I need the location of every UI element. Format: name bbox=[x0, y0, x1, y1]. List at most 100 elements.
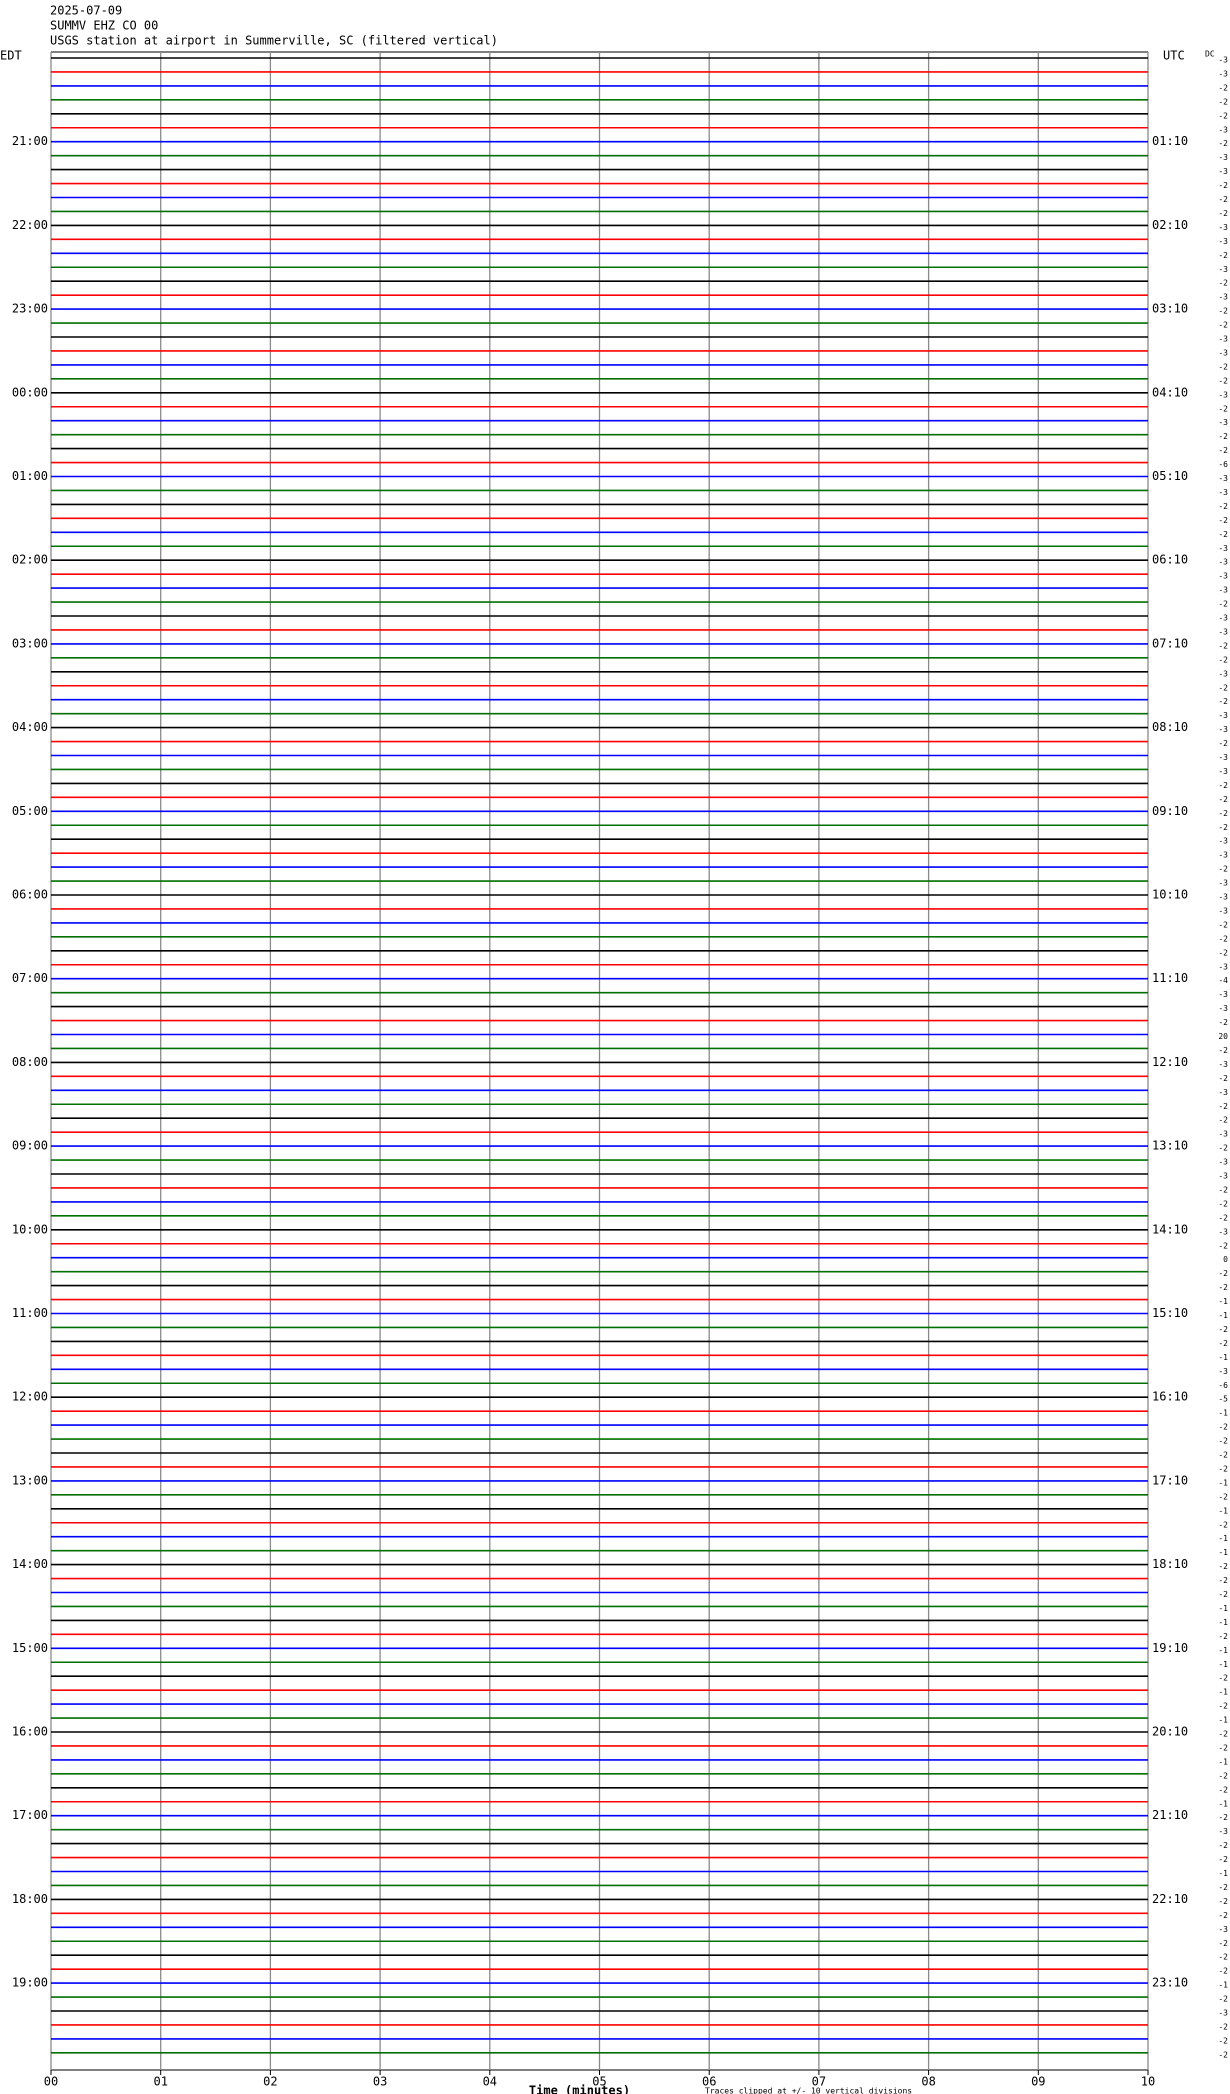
dc-offset: -3 bbox=[1218, 237, 1228, 246]
dc-offset: -5 bbox=[1218, 1395, 1228, 1404]
dc-offset: -3 bbox=[1218, 1088, 1228, 1097]
dc-offset: -2 bbox=[1218, 1743, 1228, 1752]
dc-offset: -3 bbox=[1218, 614, 1228, 623]
left-time-label: 06:00 bbox=[12, 888, 48, 902]
left-time-label: 18:00 bbox=[12, 1892, 48, 1906]
dc-offset: -3 bbox=[1218, 893, 1228, 902]
dc-offset: -2 bbox=[1218, 1074, 1228, 1083]
dc-offset: -2 bbox=[1218, 1339, 1228, 1348]
x-tick-label: 09 bbox=[1031, 2075, 1045, 2089]
left-time-label: 17:00 bbox=[12, 1808, 48, 1822]
dc-offset: -2 bbox=[1218, 1423, 1228, 1432]
left-time-label: 21:00 bbox=[12, 134, 48, 148]
x-tick-label: 00 bbox=[44, 2075, 58, 2089]
dc-offset: -2 bbox=[1218, 1213, 1228, 1222]
dc-offset: -2 bbox=[1218, 111, 1228, 120]
dc-offset: -2 bbox=[1218, 1562, 1228, 1571]
dc-offset: -3 bbox=[1218, 711, 1228, 720]
dc-offset: -3 bbox=[1218, 906, 1228, 915]
dc-offset: -1 bbox=[1218, 1660, 1228, 1669]
dc-offset: -1 bbox=[1218, 1311, 1228, 1320]
dc-offset: -1 bbox=[1218, 1646, 1228, 1655]
dc-offset: -3 bbox=[1218, 2009, 1228, 2018]
dc-offset: -2 bbox=[1218, 1576, 1228, 1585]
description: USGS station at airport in Summerville, … bbox=[50, 34, 498, 48]
dc-offset: -3 bbox=[1218, 167, 1228, 176]
dc-offset: -1 bbox=[1218, 1981, 1228, 1990]
dc-label: DC bbox=[1205, 50, 1215, 59]
dc-offset: -2 bbox=[1218, 1702, 1228, 1711]
right-time-label: 16:10 bbox=[1152, 1390, 1188, 1404]
dc-offset: -2 bbox=[1218, 823, 1228, 832]
dc-offset: -3 bbox=[1218, 1172, 1228, 1181]
dc-offset: -2 bbox=[1218, 948, 1228, 957]
dc-offset: -2 bbox=[1218, 1911, 1228, 1920]
dc-offset: -3 bbox=[1218, 1227, 1228, 1236]
dc-offset: -2 bbox=[1218, 97, 1228, 106]
dc-offset: -2 bbox=[1218, 795, 1228, 804]
dc-offset: -2 bbox=[1218, 1995, 1228, 2004]
left-time-label: 12:00 bbox=[12, 1390, 48, 1404]
dc-offset: -2 bbox=[1218, 600, 1228, 609]
x-tick-label: 01 bbox=[153, 2075, 167, 2089]
dc-offset: -2 bbox=[1218, 446, 1228, 455]
dc-offset: -1 bbox=[1218, 1478, 1228, 1487]
right-time-label: 20:10 bbox=[1152, 1725, 1188, 1739]
dc-offset: -2 bbox=[1218, 502, 1228, 511]
dc-offset: -2 bbox=[1218, 1967, 1228, 1976]
station: SUMMV EHZ CO 00 bbox=[50, 19, 158, 33]
left-time-label: 13:00 bbox=[12, 1473, 48, 1487]
right-time-label: 02:10 bbox=[1152, 218, 1188, 232]
dc-offset: -2 bbox=[1218, 934, 1228, 943]
left-time-label: 22:00 bbox=[12, 218, 48, 232]
dc-offset: -3 bbox=[1218, 1004, 1228, 1013]
dc-offset: -3 bbox=[1218, 348, 1228, 357]
dc-offset: -3 bbox=[1218, 962, 1228, 971]
dc-offset: -2 bbox=[1218, 1144, 1228, 1153]
dc-offset: -2 bbox=[1218, 83, 1228, 92]
dc-offset: -2 bbox=[1218, 1590, 1228, 1599]
left-time-label: 08:00 bbox=[12, 1055, 48, 1069]
dc-offset: -3 bbox=[1218, 474, 1228, 483]
dc-offset: -2 bbox=[1218, 1199, 1228, 1208]
dc-offset: -3 bbox=[1218, 335, 1228, 344]
dc-offset: -1 bbox=[1218, 1297, 1228, 1306]
left-time-label: 01:00 bbox=[12, 469, 48, 483]
dc-offset: -2 bbox=[1218, 362, 1228, 371]
dc-offset: -3 bbox=[1218, 837, 1228, 846]
dc-offset: -3 bbox=[1218, 293, 1228, 302]
dc-offset: -2 bbox=[1218, 2022, 1228, 2031]
dc-offset: -3 bbox=[1218, 265, 1228, 274]
right-time-label: 01:10 bbox=[1152, 134, 1188, 148]
dc-offset: -3 bbox=[1218, 1367, 1228, 1376]
right-time-label: 08:10 bbox=[1152, 720, 1188, 734]
right-time-label: 12:10 bbox=[1152, 1055, 1188, 1069]
dc-offset: -2 bbox=[1218, 1437, 1228, 1446]
x-axis-title: Time (minutes) bbox=[529, 2084, 630, 2094]
chart-title: 2025-07-09 bbox=[50, 4, 122, 18]
dc-offset: -2 bbox=[1218, 1632, 1228, 1641]
dc-offset: -2 bbox=[1218, 1241, 1228, 1250]
dc-offset: -3 bbox=[1218, 390, 1228, 399]
dc-offset: -2 bbox=[1218, 432, 1228, 441]
dc-offset: -2 bbox=[1218, 1018, 1228, 1027]
dc-offset: -3 bbox=[1218, 488, 1228, 497]
dc-offset: -2 bbox=[1218, 1325, 1228, 1334]
dc-offset: -2 bbox=[1218, 1785, 1228, 1794]
dc-offset: -2 bbox=[1218, 195, 1228, 204]
dc-offset: -2 bbox=[1218, 279, 1228, 288]
dc-offset: -3 bbox=[1218, 627, 1228, 636]
left-time-label: 04:00 bbox=[12, 720, 48, 734]
right-time-label: 10:10 bbox=[1152, 888, 1188, 902]
dc-offset: -2 bbox=[1218, 683, 1228, 692]
dc-offset: -2 bbox=[1218, 321, 1228, 330]
right-time-label: 21:10 bbox=[1152, 1808, 1188, 1822]
dc-offset: -1 bbox=[1218, 1534, 1228, 1543]
dc-offset: -2 bbox=[1218, 1269, 1228, 1278]
left-time-label: 02:00 bbox=[12, 553, 48, 567]
dc-offset: -3 bbox=[1218, 990, 1228, 999]
dc-offset: -3 bbox=[1218, 544, 1228, 553]
dc-offset: -2 bbox=[1218, 1283, 1228, 1292]
right-time-label: 05:10 bbox=[1152, 469, 1188, 483]
x-tick-label: 06 bbox=[702, 2075, 716, 2089]
